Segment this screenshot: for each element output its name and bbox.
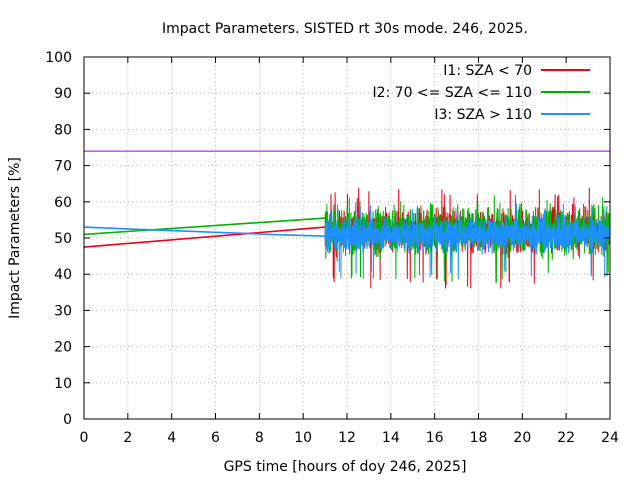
series-3 <box>83 202 611 280</box>
legend-label-2: I2: 70 <= SZA <= 110 <box>372 85 532 101</box>
y-tick-label: 60 <box>54 195 72 211</box>
x-tick-label: 6 <box>211 430 220 446</box>
y-tick-label: 0 <box>63 412 72 428</box>
x-tick-label: 20 <box>513 430 531 446</box>
x-tick-label: 4 <box>167 430 176 446</box>
x-axis-label: GPS time [hours of doy 246, 2025] <box>224 459 467 475</box>
y-tick-label: 40 <box>54 267 72 283</box>
axis-ticks: 0 2 4 6 8 10 12 14 16 18 20 22 240102030405060708090… <box>45 50 619 446</box>
y-tick-label: 100 <box>45 50 72 66</box>
x-tick-label: 24 <box>601 430 619 446</box>
legend-label-3: I3: SZA > 110 <box>434 107 532 123</box>
x-tick-label: 2 <box>123 430 132 446</box>
x-tick-label: 18 <box>470 430 488 446</box>
legend-label-1: I1: SZA < 70 <box>443 63 532 79</box>
series-1-trend-line <box>83 226 326 248</box>
y-axis-label: Impact Parameters [%] <box>7 157 23 319</box>
y-tick-label: 50 <box>54 231 72 247</box>
x-tick-label: 22 <box>557 430 575 446</box>
y-tick-label: 80 <box>54 122 72 138</box>
y-tick-label: 10 <box>54 376 72 392</box>
chart-title: Impact Parameters. SISTED rt 30s mode. 2… <box>162 21 528 37</box>
y-tick-label: 90 <box>54 86 72 102</box>
x-tick-label: 8 <box>255 430 264 446</box>
series-3-noise-line <box>324 202 611 280</box>
y-tick-label: 20 <box>54 340 72 356</box>
x-tick-label: 14 <box>382 430 400 446</box>
series-2-trend-line <box>83 217 326 236</box>
series-group <box>83 187 611 289</box>
x-tick-label: 16 <box>426 430 444 446</box>
x-tick-label: 10 <box>294 430 312 446</box>
y-tick-label: 70 <box>54 159 72 175</box>
y-tick-label: 30 <box>54 303 72 319</box>
legend: I1: SZA < 70 I2: 70 <= SZA <= 110 I3: SZA … <box>372 63 590 123</box>
x-tick-label: 12 <box>338 430 356 446</box>
x-tick-label: 0 <box>80 430 89 446</box>
series-3-trend-line <box>83 226 326 237</box>
